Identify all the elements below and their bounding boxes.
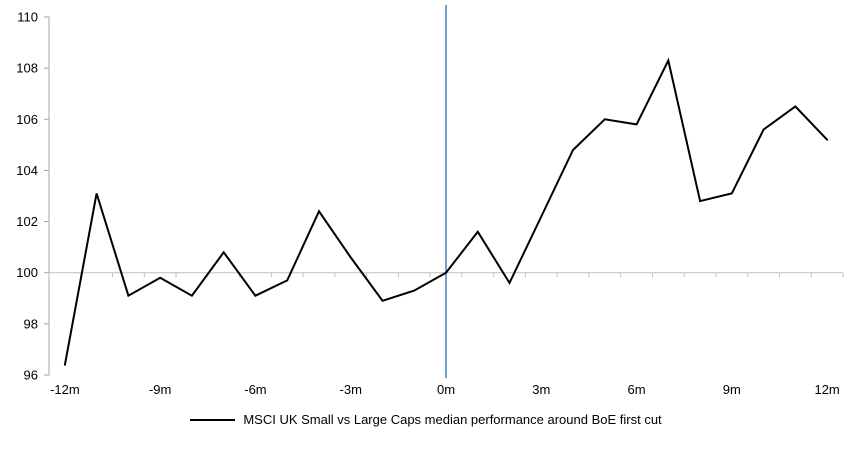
y-axis: 96 98 100 102 104 106 108 110	[16, 10, 50, 383]
x-tick-label: -6m	[244, 382, 266, 397]
x-tick-label: -9m	[149, 382, 171, 397]
x-tick-label: 3m	[532, 382, 550, 397]
y-tick-label: 96	[24, 368, 38, 383]
y-tick-label: 104	[16, 163, 38, 178]
x-tick-label: 12m	[814, 382, 839, 397]
series-line	[63, 57, 829, 366]
chart-legend: MSCI UK Small vs Large Caps median perfo…	[0, 412, 852, 427]
x-tick-label: -12m	[50, 382, 80, 397]
x-tick-labels: -12m -9m -6m -3m 0m 3m 6m 9m 12m	[50, 382, 840, 397]
y-tick-label: 106	[16, 112, 38, 127]
x-tick-label: -3m	[340, 382, 362, 397]
y-tick-label: 98	[24, 316, 38, 331]
legend-line-swatch	[190, 418, 236, 421]
y-tick-label: 110	[17, 10, 38, 25]
y-tick-label: 100	[16, 265, 38, 280]
x-tick-label: 0m	[437, 382, 455, 397]
line-chart: 96 98 100 102 104 106 108 110 -12m -9m -6m -3m 0m 3m 6…	[16, 5, 844, 397]
y-tick-label: 102	[16, 214, 38, 229]
x-tick-label: 6m	[628, 382, 646, 397]
legend-label: MSCI UK Small vs Large Caps median perfo…	[243, 412, 662, 427]
x-tick-label: 9m	[723, 382, 741, 397]
y-tick-label: 108	[16, 61, 38, 76]
